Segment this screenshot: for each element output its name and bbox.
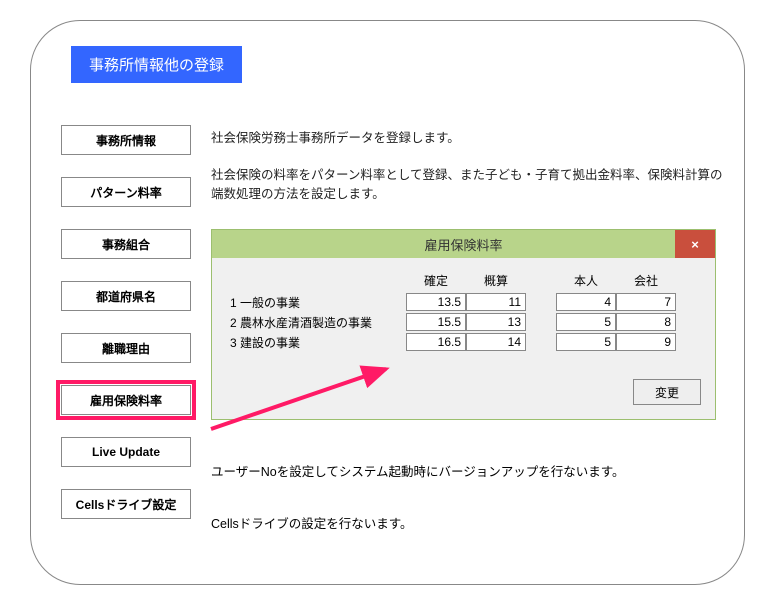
rate-input[interactable]: 9	[616, 333, 676, 351]
row-label-1: 1 一般の事業	[226, 294, 406, 311]
col-header-honnin: 本人	[556, 272, 616, 291]
content-row: 事務所情報 パターン料率 事務組合 都道府県名 離職理由 雇用保険料率 Live…	[51, 97, 724, 519]
change-button-label: 変更	[655, 386, 679, 400]
desc-office-info: 社会保険労務士事務所データを登録します。	[211, 129, 724, 148]
desc-live-update: ユーザーNoを設定してシステム起動時にバージョンアップを行ないます。	[211, 462, 624, 482]
rate-dialog: 雇用保険料率 × 確定 概算 本人 会社 1 一般の事業 13.5	[211, 229, 716, 420]
change-button[interactable]: 変更	[633, 379, 701, 405]
nav-label: 雇用保険料率	[90, 392, 162, 409]
rate-input[interactable]: 5	[556, 333, 616, 351]
desc-pattern-rate: 社会保険の料率をパターン料率として登録、また子ども・子育て拠出金料率、保険料計算…	[211, 166, 724, 204]
page-title-banner: 事務所情報他の登録	[71, 46, 242, 83]
nav-label: 都道府県名	[96, 288, 156, 305]
nav-label: 事務所情報	[96, 132, 156, 149]
rate-input[interactable]: 13	[466, 313, 526, 331]
desc-cells-drive: Cellsドライブの設定を行ないます。	[211, 513, 413, 532]
main-panel: 事務所情報他の登録 事務所情報 パターン料率 事務組合 都道府県名 離職理由 雇…	[30, 20, 745, 585]
nav-jimu-kumiai[interactable]: 事務組合	[61, 229, 191, 259]
rate-input[interactable]: 8	[616, 313, 676, 331]
nav-label: Cellsドライブ設定	[76, 496, 177, 513]
rate-input[interactable]: 11	[466, 293, 526, 311]
dialog-titlebar: 雇用保険料率 ×	[212, 230, 715, 258]
rate-input[interactable]: 13.5	[406, 293, 466, 311]
nav-label: Live Update	[92, 445, 160, 459]
nav-office-info[interactable]: 事務所情報	[61, 125, 191, 155]
nav-label: パターン料率	[90, 184, 161, 201]
close-icon[interactable]: ×	[675, 230, 715, 258]
dialog-footer: 変更	[226, 379, 701, 405]
rate-input[interactable]: 16.5	[406, 333, 466, 351]
rate-input[interactable]: 14	[466, 333, 526, 351]
col-header-kaisha: 会社	[616, 272, 676, 291]
rate-input[interactable]: 15.5	[406, 313, 466, 331]
rate-input[interactable]: 5	[556, 313, 616, 331]
nav-label: 事務組合	[102, 236, 150, 253]
dialog-body: 確定 概算 本人 会社 1 一般の事業 13.5 11 4 7 2 農林水産清酒…	[212, 258, 715, 419]
dialog-title: 雇用保険料率	[424, 235, 502, 254]
nav-koyou-hoken-rate[interactable]: 雇用保険料率	[61, 385, 191, 415]
col-header-kakutei: 確定	[406, 272, 466, 291]
nav-column: 事務所情報 パターン料率 事務組合 都道府県名 離職理由 雇用保険料率 Live…	[61, 125, 211, 519]
col-header-gaisan: 概算	[466, 272, 526, 291]
row-label-2: 2 農林水産清酒製造の事業	[226, 314, 406, 331]
nav-cells-drive[interactable]: Cellsドライブ設定	[61, 489, 191, 519]
nav-rishoku-riyuu[interactable]: 離職理由	[61, 333, 191, 363]
rate-input[interactable]: 7	[616, 293, 676, 311]
description-column: 社会保険労務士事務所データを登録します。 社会保険の料率をパターン料率として登録…	[211, 129, 724, 221]
nav-label: 離職理由	[102, 340, 150, 357]
nav-pattern-rate[interactable]: パターン料率	[61, 177, 191, 207]
page-title: 事務所情報他の登録	[89, 57, 224, 74]
rate-table: 確定 概算 本人 会社 1 一般の事業 13.5 11 4 7 2 農林水産清酒…	[226, 272, 701, 351]
rate-input[interactable]: 4	[556, 293, 616, 311]
nav-prefecture[interactable]: 都道府県名	[61, 281, 191, 311]
nav-live-update[interactable]: Live Update	[61, 437, 191, 467]
row-label-3: 3 建設の事業	[226, 334, 406, 351]
close-glyph: ×	[691, 237, 699, 252]
